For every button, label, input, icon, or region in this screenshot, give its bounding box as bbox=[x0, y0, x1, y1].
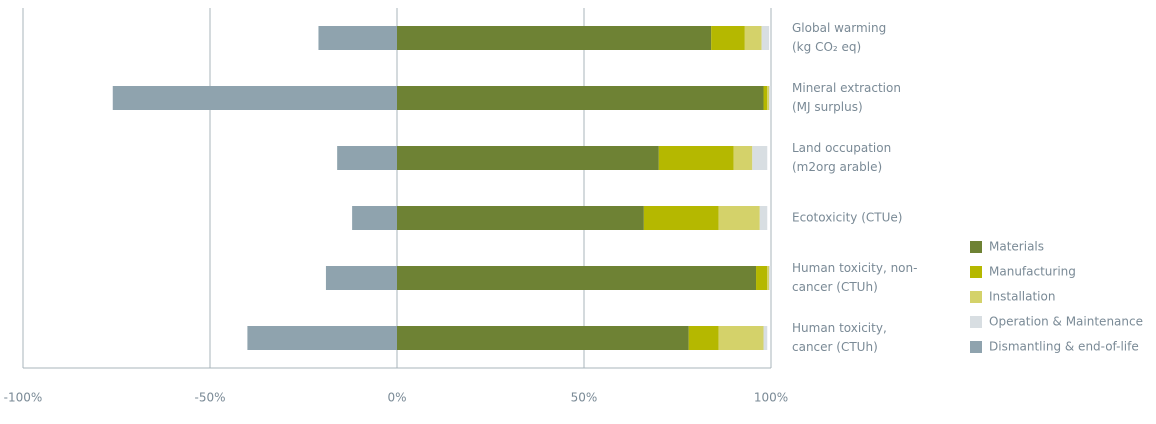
legend-label: Manufacturing bbox=[989, 265, 1076, 279]
x-tick-label: 0% bbox=[387, 391, 406, 405]
bar-segment bbox=[763, 326, 768, 350]
bar-segment bbox=[767, 86, 770, 110]
bar-segment bbox=[767, 266, 770, 290]
bar-segment bbox=[112, 86, 397, 110]
category-label: Mineral extraction bbox=[792, 81, 901, 95]
bar-segment bbox=[761, 26, 770, 50]
bar-segment bbox=[688, 326, 719, 350]
bar-segment bbox=[318, 26, 397, 50]
bar-segment bbox=[718, 326, 764, 350]
bar-segment bbox=[397, 326, 689, 350]
category-label: Human toxicity, non- bbox=[792, 261, 917, 275]
bar-segment bbox=[352, 206, 397, 230]
bar-segment bbox=[711, 26, 745, 50]
legend-swatch bbox=[970, 341, 982, 353]
bar-segment bbox=[759, 206, 768, 230]
bar-segment bbox=[397, 26, 712, 50]
legend-label: Dismantling & end-of-life bbox=[989, 340, 1139, 354]
legend-swatch bbox=[970, 316, 982, 328]
legend-swatch bbox=[970, 266, 982, 278]
bar-segment bbox=[325, 266, 397, 290]
legend-label: Installation bbox=[989, 290, 1055, 304]
category-label: (kg CO₂ eq) bbox=[792, 40, 861, 54]
bar-segment bbox=[763, 86, 768, 110]
bar-segment bbox=[397, 146, 659, 170]
category-label: (MJ surplus) bbox=[792, 100, 863, 114]
bar-segment bbox=[397, 206, 644, 230]
legend-label: Materials bbox=[989, 240, 1044, 254]
legend-swatch bbox=[970, 291, 982, 303]
category-label: cancer (CTUh) bbox=[792, 340, 878, 354]
category-label: Ecotoxicity (CTUe) bbox=[792, 211, 902, 225]
bar-segment bbox=[718, 206, 760, 230]
bar-segment bbox=[397, 86, 764, 110]
category-label: Global warming bbox=[792, 21, 886, 35]
legend-swatch bbox=[970, 241, 982, 253]
bar-segment bbox=[643, 206, 719, 230]
bar-segment bbox=[337, 146, 397, 170]
x-tick-label: -100% bbox=[4, 391, 43, 405]
x-tick-label: 50% bbox=[571, 391, 598, 405]
bar-segment bbox=[744, 26, 762, 50]
x-tick-label: -50% bbox=[194, 391, 225, 405]
category-label: (m2org arable) bbox=[792, 160, 882, 174]
category-label: Land occupation bbox=[792, 141, 891, 155]
bar-segment bbox=[247, 326, 397, 350]
bar-segment bbox=[769, 266, 771, 290]
category-label: Human toxicity, bbox=[792, 321, 887, 335]
legend-label: Operation & Maintenance bbox=[989, 315, 1143, 329]
bar-segment bbox=[756, 266, 768, 290]
bar-segment bbox=[752, 146, 768, 170]
x-tick-label: 100% bbox=[754, 391, 788, 405]
bar-segment bbox=[397, 266, 757, 290]
bar-segment bbox=[733, 146, 753, 170]
bar-segment bbox=[769, 86, 771, 110]
category-label: cancer (CTUh) bbox=[792, 280, 878, 294]
bar-segment bbox=[658, 146, 734, 170]
